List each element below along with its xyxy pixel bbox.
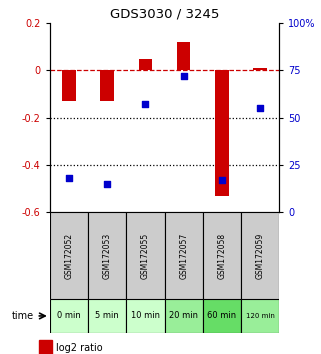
Bar [241,299,279,333]
Text: GSM172055: GSM172055 [141,233,150,279]
Title: GDS3030 / 3245: GDS3030 / 3245 [110,7,219,21]
Bar [215,70,229,196]
Bar [164,212,203,299]
Text: log2 ratio: log2 ratio [56,343,102,353]
Text: GSM172057: GSM172057 [179,233,188,279]
Bar [50,299,88,333]
Bar [88,299,126,333]
Bar [62,70,75,101]
Point [143,102,148,107]
Text: GSM172059: GSM172059 [256,233,265,279]
Text: time: time [12,311,34,321]
Bar [203,212,241,299]
Bar [139,58,152,70]
Text: 10 min: 10 min [131,312,160,320]
Bar [241,212,279,299]
Text: 60 min: 60 min [207,312,237,320]
Bar [88,212,126,299]
Point [181,73,186,79]
Point [219,177,224,183]
Bar [177,42,190,70]
Bar [50,212,88,299]
Text: GSM172058: GSM172058 [217,233,226,279]
Text: GSM172053: GSM172053 [103,233,112,279]
Text: GSM172052: GSM172052 [65,233,74,279]
Bar [203,299,241,333]
Point [66,176,72,181]
Bar [126,212,164,299]
Bar [39,341,52,354]
Point [105,181,110,187]
Bar [254,68,267,70]
Text: 5 min: 5 min [95,312,119,320]
Bar [126,299,164,333]
Bar [100,70,114,101]
Text: 0 min: 0 min [57,312,81,320]
Text: 120 min: 120 min [246,313,274,319]
Point [257,105,263,111]
Text: 20 min: 20 min [169,312,198,320]
Bar [164,299,203,333]
